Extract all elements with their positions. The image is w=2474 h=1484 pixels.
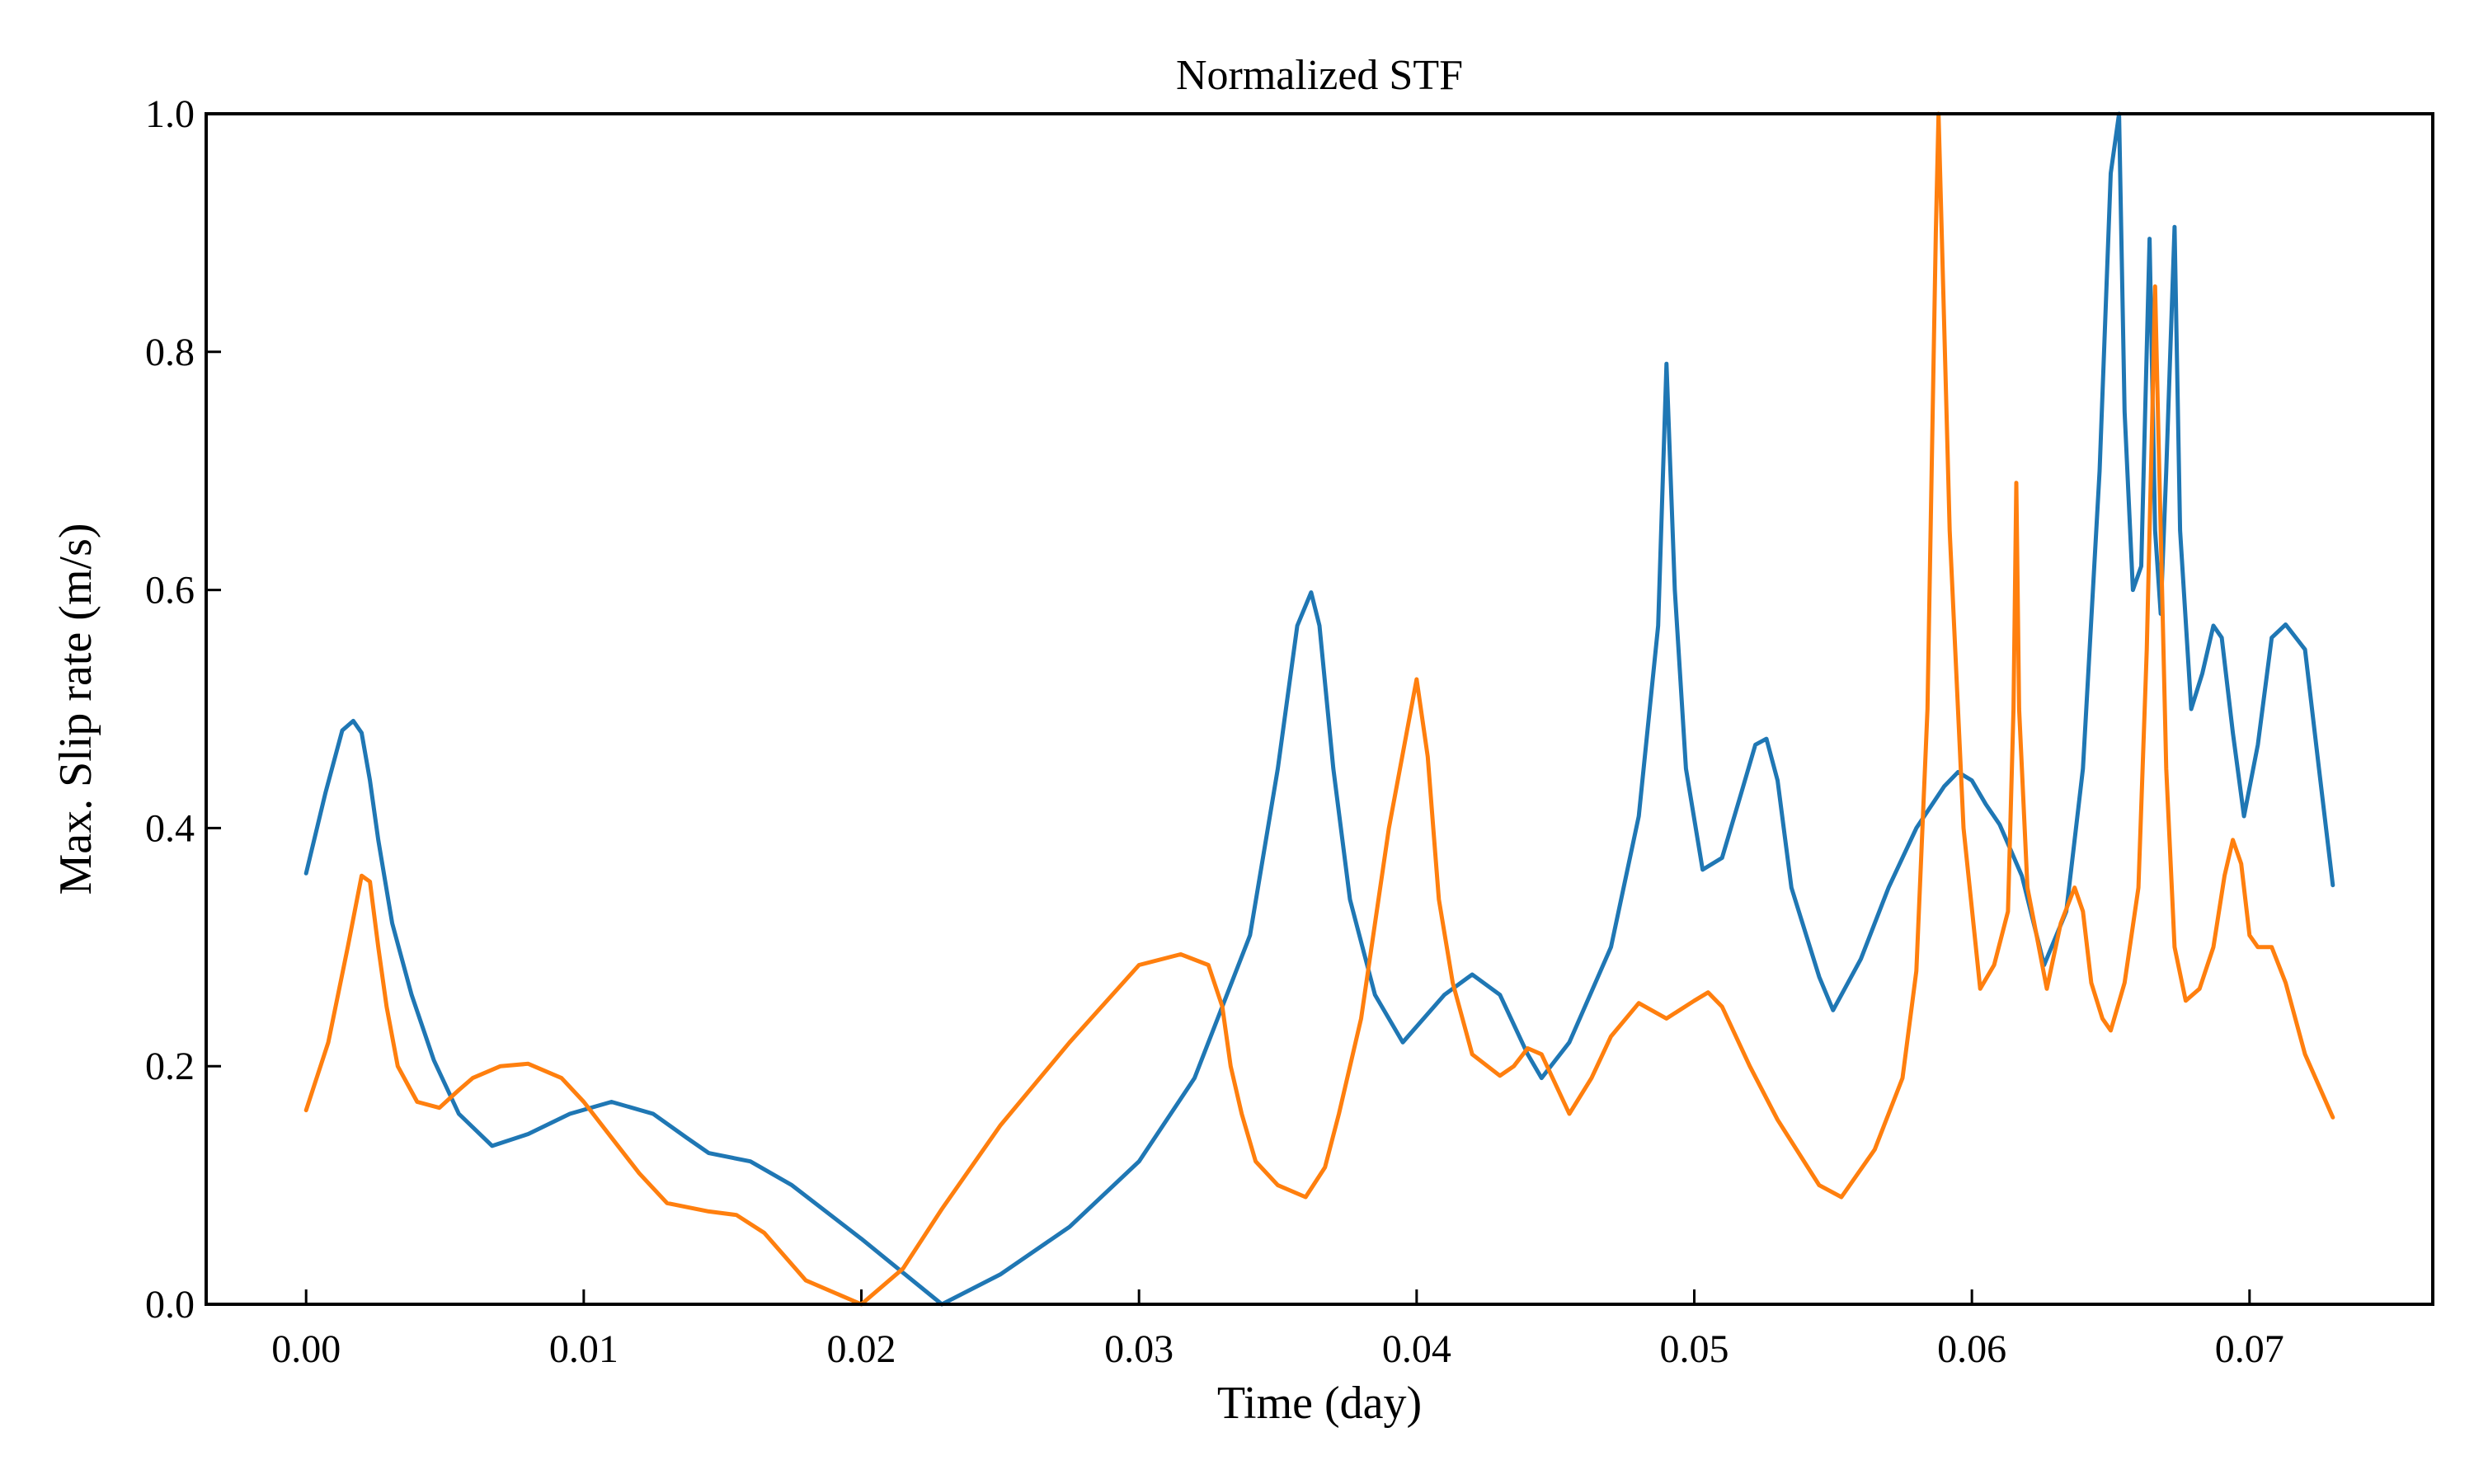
x-axis-label: Time (day) xyxy=(1217,1378,1422,1429)
x-tick-label: 0.03 xyxy=(1104,1327,1174,1371)
y-tick-label: 0.6 xyxy=(145,569,195,613)
x-tick-label: 0.01 xyxy=(549,1327,618,1371)
x-tick-label: 0.05 xyxy=(1659,1327,1729,1371)
plot-frame xyxy=(205,112,2434,1306)
x-tick-label: 0.06 xyxy=(1937,1327,2006,1371)
x-tick-label: 0.00 xyxy=(271,1327,341,1371)
x-tick-label: 0.07 xyxy=(2215,1327,2284,1371)
y-tick-label: 0.0 xyxy=(145,1283,195,1327)
tick-layer: 0.00 0.01 0.02 0.03 0.04 0.05 0.06 0.07 0.0 0.2 0.… xyxy=(145,92,2284,1371)
chart-title: Normalized STF xyxy=(1176,52,1463,99)
y-axis-label: Max. Slip rate (m/s) xyxy=(50,523,101,895)
x-tick-label: 0.04 xyxy=(1382,1327,1451,1371)
series-line-1 xyxy=(303,111,2335,1307)
y-tick-label: 0.2 xyxy=(145,1045,195,1088)
series-line-2 xyxy=(303,111,2335,1307)
series-layer xyxy=(303,111,2335,1307)
y-tick-label: 0.4 xyxy=(145,806,195,850)
y-tick-label: 0.8 xyxy=(145,331,195,374)
x-tick-label: 0.02 xyxy=(827,1327,896,1371)
y-tick-label: 1.0 xyxy=(145,92,195,136)
